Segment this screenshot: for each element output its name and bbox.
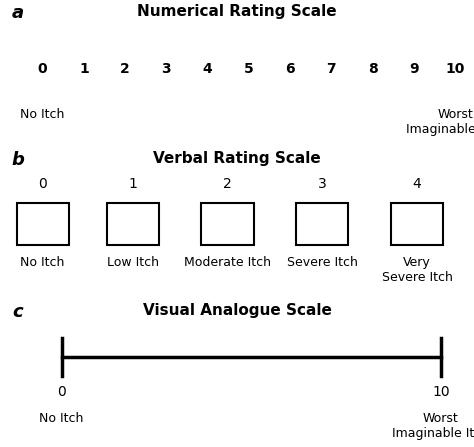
Text: No Itch: No Itch — [39, 412, 84, 425]
Text: c: c — [12, 303, 22, 321]
Bar — [296, 203, 348, 245]
Text: Worst
Imaginable Itch: Worst Imaginable Itch — [407, 108, 474, 136]
Text: Worst
Imaginable Itch: Worst Imaginable Itch — [392, 412, 474, 440]
Text: Numerical Rating Scale: Numerical Rating Scale — [137, 4, 337, 20]
Text: 2: 2 — [120, 62, 130, 76]
Text: 5: 5 — [244, 62, 254, 76]
Bar — [107, 203, 159, 245]
Text: 6: 6 — [285, 62, 295, 76]
Text: 10: 10 — [446, 62, 465, 76]
Bar — [17, 203, 69, 245]
Text: 0: 0 — [57, 384, 66, 399]
Text: b: b — [12, 151, 25, 169]
Text: No Itch: No Itch — [20, 108, 65, 121]
Text: 10: 10 — [432, 384, 450, 399]
Text: 4: 4 — [413, 177, 421, 191]
Text: 2: 2 — [223, 177, 232, 191]
Text: 7: 7 — [327, 62, 336, 76]
Text: 3: 3 — [318, 177, 327, 191]
Text: 0: 0 — [38, 177, 47, 191]
Text: 1: 1 — [79, 62, 89, 76]
Text: 8: 8 — [368, 62, 377, 76]
Text: Visual Analogue Scale: Visual Analogue Scale — [143, 303, 331, 318]
Bar — [201, 203, 254, 245]
Text: 1: 1 — [128, 177, 137, 191]
Text: 0: 0 — [38, 62, 47, 76]
Text: Low Itch: Low Itch — [107, 256, 159, 269]
Text: Verbal Rating Scale: Verbal Rating Scale — [153, 151, 321, 166]
Text: No Itch: No Itch — [20, 256, 65, 269]
Text: 4: 4 — [203, 62, 212, 76]
Text: Moderate Itch: Moderate Itch — [184, 256, 271, 269]
Text: 9: 9 — [409, 62, 419, 76]
Text: a: a — [12, 4, 24, 22]
Text: 3: 3 — [162, 62, 171, 76]
Text: Very
Severe Itch: Very Severe Itch — [382, 256, 453, 284]
Text: Severe Itch: Severe Itch — [287, 256, 358, 269]
Bar — [391, 203, 443, 245]
